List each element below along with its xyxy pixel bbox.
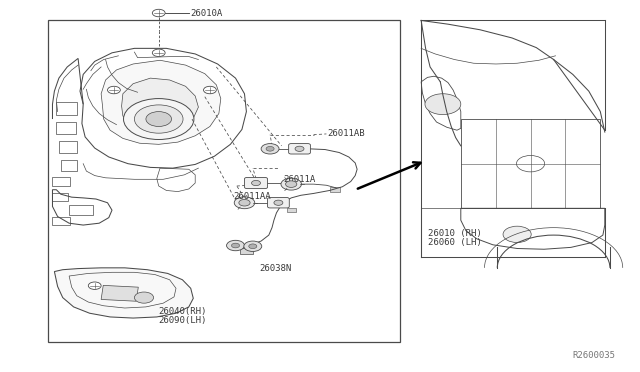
Circle shape xyxy=(261,144,279,154)
Text: 26038N: 26038N xyxy=(259,264,291,273)
Circle shape xyxy=(152,49,165,57)
Circle shape xyxy=(295,146,304,151)
Circle shape xyxy=(249,244,257,248)
Bar xyxy=(287,208,296,212)
Text: 26011AB: 26011AB xyxy=(328,129,365,138)
Polygon shape xyxy=(101,60,221,144)
Circle shape xyxy=(274,200,283,205)
Circle shape xyxy=(146,112,172,126)
Bar xyxy=(59,141,77,153)
Circle shape xyxy=(281,178,301,190)
Circle shape xyxy=(266,147,274,151)
Circle shape xyxy=(152,9,165,17)
FancyBboxPatch shape xyxy=(268,198,289,208)
Circle shape xyxy=(88,282,101,289)
Bar xyxy=(240,248,253,254)
Circle shape xyxy=(232,243,239,248)
Bar xyxy=(52,177,70,186)
Circle shape xyxy=(516,155,545,172)
Text: 26060 (LH): 26060 (LH) xyxy=(428,238,481,247)
Bar xyxy=(101,285,138,301)
Polygon shape xyxy=(421,76,461,130)
Polygon shape xyxy=(54,268,193,318)
FancyBboxPatch shape xyxy=(244,177,268,189)
Circle shape xyxy=(204,86,216,94)
Text: 26040(RH): 26040(RH) xyxy=(159,307,207,316)
Circle shape xyxy=(227,240,244,251)
Text: 26011A: 26011A xyxy=(283,175,315,184)
Circle shape xyxy=(285,181,297,187)
Text: 26010 (RH): 26010 (RH) xyxy=(428,229,481,238)
Text: 26010A: 26010A xyxy=(191,9,223,17)
Circle shape xyxy=(239,199,250,206)
Circle shape xyxy=(108,86,120,94)
Circle shape xyxy=(252,180,260,186)
Bar xyxy=(61,160,77,171)
Bar xyxy=(69,205,93,215)
Bar xyxy=(56,122,76,134)
Circle shape xyxy=(244,241,262,251)
Text: R2600035: R2600035 xyxy=(573,351,616,360)
Text: 26011AA: 26011AA xyxy=(234,192,271,201)
Bar xyxy=(48,20,400,342)
Bar xyxy=(56,102,77,115)
Circle shape xyxy=(134,105,183,133)
Bar xyxy=(52,193,68,201)
Polygon shape xyxy=(122,78,198,130)
Bar xyxy=(52,217,70,225)
Bar xyxy=(330,187,340,192)
Bar xyxy=(461,119,600,208)
FancyBboxPatch shape xyxy=(289,144,310,154)
Circle shape xyxy=(124,99,194,140)
Circle shape xyxy=(134,292,154,303)
Text: 26090(LH): 26090(LH) xyxy=(159,316,207,325)
Circle shape xyxy=(425,94,461,115)
Circle shape xyxy=(503,226,531,243)
Circle shape xyxy=(234,197,255,209)
